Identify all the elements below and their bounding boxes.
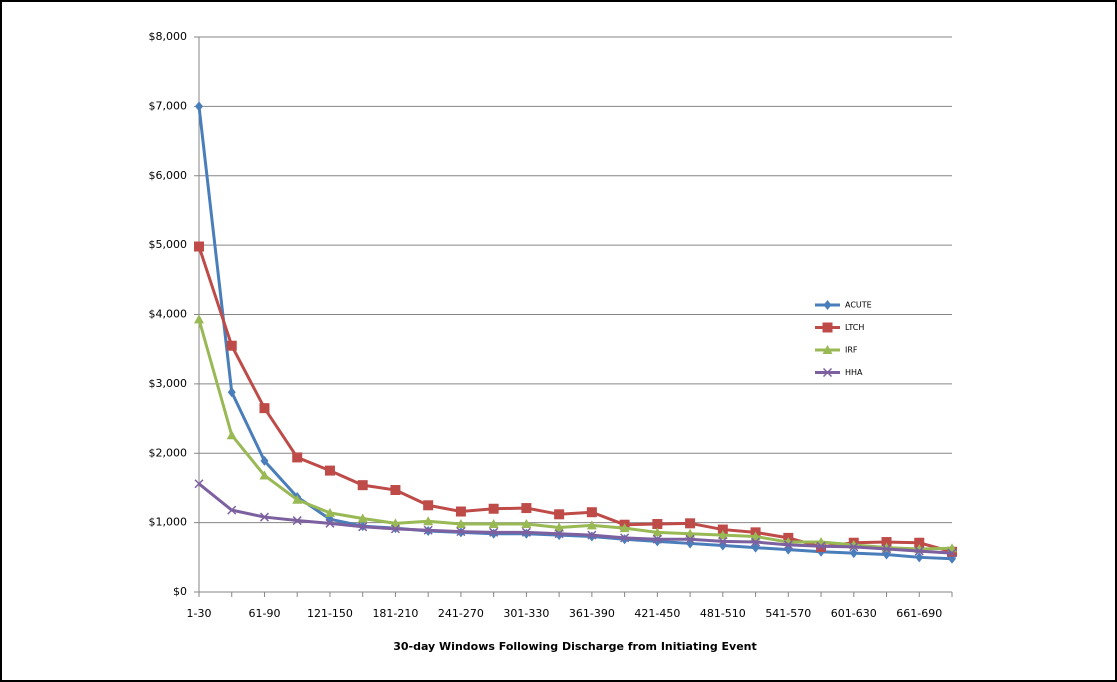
y-tick-label: $3,000	[149, 377, 188, 390]
marker	[521, 503, 532, 514]
x-tick-label: 361-390	[569, 607, 615, 620]
marker	[652, 534, 662, 544]
marker	[226, 340, 237, 351]
y-tick-label: $2,000	[149, 446, 188, 459]
marker	[587, 530, 597, 540]
marker	[488, 503, 499, 514]
marker	[390, 524, 400, 534]
marker	[292, 452, 303, 463]
marker	[750, 531, 761, 541]
marker	[195, 101, 203, 112]
marker	[685, 534, 695, 544]
marker	[227, 505, 237, 515]
legend-label: IRF	[845, 346, 858, 355]
y-tick-label: $4,000	[149, 308, 188, 321]
marker	[325, 518, 335, 528]
marker	[822, 367, 833, 378]
marker	[194, 241, 204, 252]
x-axis-label: 30-day Windows Following Discharge from …	[393, 640, 757, 653]
x-tick-label: 301-330	[503, 607, 549, 620]
marker	[554, 529, 564, 539]
marker	[619, 523, 630, 533]
marker	[423, 500, 434, 511]
marker	[914, 546, 924, 556]
x-tick-label: 601-630	[831, 607, 877, 620]
x-tick-label: 61-90	[248, 607, 280, 620]
marker	[881, 544, 892, 554]
marker	[620, 533, 630, 543]
marker	[489, 527, 499, 537]
series-line	[198, 482, 953, 555]
marker	[685, 518, 696, 529]
marker	[292, 494, 303, 504]
marker	[554, 522, 565, 532]
marker	[488, 519, 499, 529]
series-line	[197, 318, 953, 551]
marker	[685, 528, 696, 538]
marker	[260, 455, 269, 466]
marker	[849, 548, 858, 559]
marker	[652, 527, 663, 537]
marker	[456, 527, 466, 537]
marker	[358, 522, 368, 532]
legend-label: HHA	[845, 368, 863, 377]
marker	[652, 519, 663, 530]
y-tick-label: $5,000	[149, 238, 188, 251]
marker	[357, 513, 368, 523]
marker	[822, 345, 833, 354]
marker	[718, 536, 728, 546]
marker	[823, 300, 832, 310]
marker	[849, 542, 859, 552]
y-tick-label: $1,000	[149, 516, 188, 529]
legend-label: ACUTE	[845, 301, 872, 310]
marker	[554, 509, 565, 520]
marker	[324, 465, 335, 476]
marker	[947, 548, 957, 558]
marker	[783, 540, 793, 550]
marker	[324, 507, 335, 517]
x-tick-label: 241-270	[438, 607, 484, 620]
marker	[423, 525, 433, 535]
marker	[390, 518, 401, 528]
legend-label: LTCH	[845, 323, 864, 332]
marker	[259, 403, 270, 414]
marker	[390, 485, 401, 496]
y-tick-label: $8,000	[149, 30, 188, 43]
marker	[194, 314, 204, 324]
x-tick-label: 421-450	[634, 607, 680, 620]
x-tick-label: 1-30	[187, 607, 212, 620]
marker	[292, 516, 302, 526]
marker	[717, 530, 728, 540]
marker	[586, 520, 597, 530]
y-tick-label: $0	[173, 585, 187, 598]
x-tick-label: 541-570	[765, 607, 811, 620]
marker	[357, 480, 368, 491]
marker	[521, 527, 531, 537]
marker	[881, 537, 892, 548]
x-tick-label: 661-690	[896, 607, 942, 620]
y-tick-label: $6,000	[149, 169, 188, 182]
marker	[227, 387, 236, 398]
marker	[717, 524, 728, 535]
marker	[914, 537, 925, 548]
x-tick-label: 181-210	[372, 607, 418, 620]
x-tick-label: 481-510	[700, 607, 746, 620]
marker	[751, 537, 761, 547]
marker	[915, 552, 924, 563]
marker	[455, 519, 466, 529]
marker	[521, 519, 532, 529]
marker	[586, 507, 597, 518]
y-tick-label: $7,000	[149, 99, 188, 112]
marker	[455, 506, 466, 517]
marker	[194, 479, 204, 489]
marker	[816, 541, 826, 551]
marker	[822, 322, 833, 333]
marker	[423, 516, 434, 526]
x-tick-label: 121-150	[307, 607, 353, 620]
marker	[259, 512, 270, 522]
marker	[259, 470, 270, 480]
marker	[226, 430, 237, 440]
